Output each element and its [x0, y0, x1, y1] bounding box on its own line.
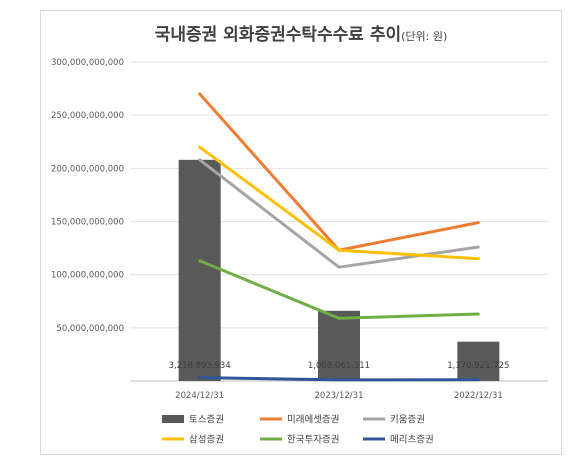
legend-item: 한국투자증권 [260, 434, 339, 446]
line-series [198, 92, 480, 382]
legend-item: 메리츠증권 [363, 434, 434, 446]
legend-label: 키움증권 [390, 414, 425, 426]
series-line [198, 376, 480, 382]
data-label: 1,170,921,725 [447, 361, 509, 371]
legend-item: 토스증권 [162, 414, 224, 426]
legend-label: 미래에셋증권 [287, 414, 339, 426]
bar [318, 310, 360, 381]
bar-series [178, 159, 500, 381]
chart-title-main: 국내증권 외화증권수탁수수료 추이 [154, 25, 402, 45]
legend-label: 삼성증권 [189, 434, 224, 446]
series-line [198, 259, 480, 320]
data-label: 1,069,061,311 [308, 361, 370, 371]
y-tick-label: 50,000,000,000 [56, 324, 124, 334]
y-tick-label: 200,000,000,000 [51, 164, 124, 174]
chart-title-unit: (단위: 원) [401, 30, 448, 43]
y-tick-label: 150,000,000,000 [51, 218, 124, 228]
data-labels: 3,218,893,934 1,069,061,311 1,170,921,725 [169, 361, 510, 371]
x-axis-tick-labels: 2024/12/31 2023/12/31 2022/12/31 [175, 391, 503, 401]
x-tick-label: 2022/12/31 [454, 391, 503, 401]
y-tick-label: 250,000,000,000 [51, 111, 124, 121]
series-line [198, 158, 480, 269]
series-line [198, 145, 480, 261]
y-tick-label: 100,000,000,000 [51, 271, 124, 281]
x-tick-label: 2024/12/31 [175, 391, 224, 401]
legend-label: 한국투자증권 [287, 434, 339, 446]
y-axis-tick-labels: 50,000,000,000 100,000,000,000 150,000,000… [51, 58, 124, 334]
chart-title: 국내증권 외화증권수탁수수료 추이(단위: 원) [40, 20, 562, 45]
legend-item: 미래에셋증권 [260, 414, 339, 426]
legend-label: 메리츠증권 [390, 434, 434, 446]
bar [178, 159, 221, 381]
bar [457, 341, 500, 381]
legend-item: 키움증권 [363, 414, 425, 426]
series-line [198, 92, 480, 252]
y-tick-label: 300,000,000,000 [51, 58, 124, 68]
x-tick-label: 2023/12/31 [315, 391, 364, 401]
legend-label: 토스증권 [189, 414, 224, 426]
legend-swatch [162, 415, 184, 423]
legend-item: 삼성증권 [162, 434, 224, 446]
data-label: 3,218,893,934 [169, 361, 231, 371]
